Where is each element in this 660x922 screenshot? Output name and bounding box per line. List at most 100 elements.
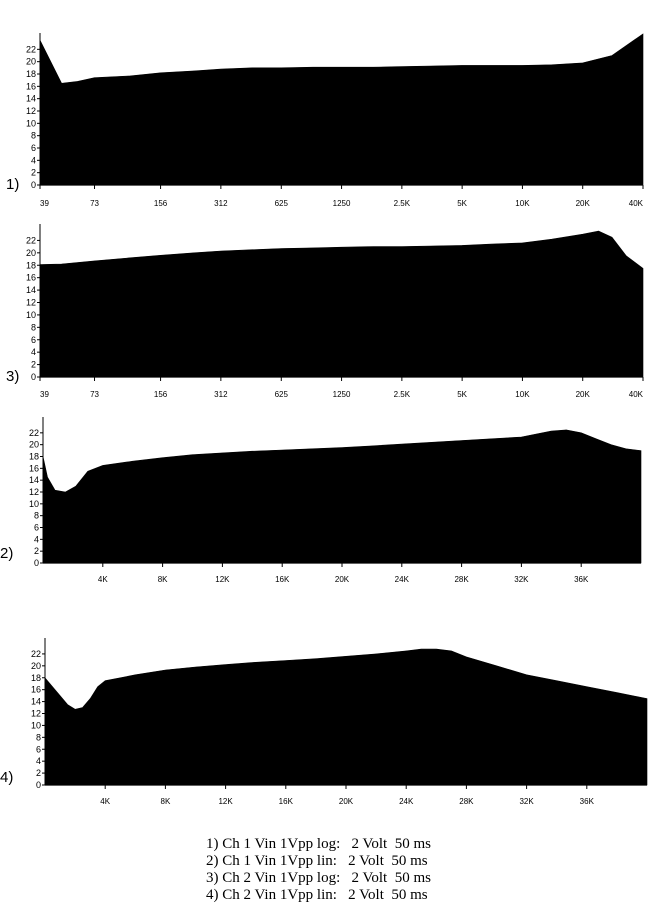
y-tick-label: 20 bbox=[29, 440, 39, 450]
y-tick-label: 16 bbox=[26, 273, 36, 283]
x-tick-label: 625 bbox=[275, 390, 289, 399]
x-tick-label: 312 bbox=[214, 199, 228, 208]
caption-line-4: 4) Ch 2 Vin 1Vpp lin: 2 Volt 50 ms bbox=[206, 887, 428, 903]
x-tick-label: 73 bbox=[90, 390, 99, 399]
plot-number-label: 2) bbox=[0, 545, 13, 562]
y-tick-label: 4 bbox=[36, 756, 41, 766]
x-tick-label: 156 bbox=[154, 390, 168, 399]
y-tick-label: 16 bbox=[31, 685, 41, 695]
y-tick-label: 20 bbox=[26, 57, 36, 67]
x-tick-label: 156 bbox=[154, 199, 168, 208]
y-tick-label: 0 bbox=[34, 558, 39, 568]
response-area bbox=[39, 33, 644, 186]
x-tick-label: 10K bbox=[515, 390, 530, 399]
y-tick-label: 14 bbox=[31, 697, 41, 707]
x-tick-label: 36K bbox=[580, 797, 595, 806]
x-tick-label: 24K bbox=[395, 575, 410, 584]
y-tick-label: 14 bbox=[29, 475, 39, 485]
y-tick-label: 6 bbox=[31, 143, 36, 153]
x-tick-label: 12K bbox=[215, 575, 230, 584]
x-tick-label: 32K bbox=[519, 797, 534, 806]
x-tick-label: 39 bbox=[40, 199, 49, 208]
y-tick-label: 8 bbox=[31, 131, 36, 141]
y-tick-label: 20 bbox=[26, 248, 36, 258]
x-tick-label: 73 bbox=[90, 199, 99, 208]
y-tick-label: 10 bbox=[31, 720, 41, 730]
y-tick-label: 16 bbox=[29, 463, 39, 473]
y-tick-label: 18 bbox=[31, 673, 41, 683]
plot-number-label: 1) bbox=[6, 176, 19, 193]
y-tick-label: 2 bbox=[31, 360, 36, 370]
y-tick-label: 22 bbox=[31, 649, 41, 659]
y-tick-label: 16 bbox=[26, 81, 36, 91]
y-tick-label: 14 bbox=[26, 94, 36, 104]
y-tick-label: 2 bbox=[31, 168, 36, 178]
x-tick-label: 20K bbox=[335, 575, 350, 584]
x-tick-label: 8K bbox=[158, 575, 168, 584]
y-tick-label: 0 bbox=[31, 372, 36, 382]
x-tick-label: 2.5K bbox=[394, 390, 411, 399]
panel-plot-1: 0 2 4 6 8 10 12 14 16 18 20 22 39 73 156 312 625 1250 2.5K… bbox=[6, 33, 644, 208]
y-tick-label: 20 bbox=[31, 661, 41, 671]
y-tick-label: 12 bbox=[26, 298, 36, 308]
y-tick-label: 14 bbox=[26, 285, 36, 295]
y-tick-label: 8 bbox=[31, 322, 36, 332]
y-tick-label: 4 bbox=[34, 534, 39, 544]
x-tick-label: 32K bbox=[514, 575, 529, 584]
caption-legend: 1) Ch 1 Vin 1Vpp log: 2 Volt 50 ms 2) Ch… bbox=[206, 836, 536, 904]
x-tick-label: 1250 bbox=[333, 199, 351, 208]
y-tick-label: 6 bbox=[34, 523, 39, 533]
y-tick-label: 10 bbox=[29, 499, 39, 509]
y-tick-label: 10 bbox=[26, 310, 36, 320]
y-tick-label: 18 bbox=[26, 69, 36, 79]
x-tick-label: 24K bbox=[399, 797, 414, 806]
x-tick-label: 2.5K bbox=[394, 199, 411, 208]
x-tick-label: 5K bbox=[457, 390, 467, 399]
y-tick-label: 2 bbox=[34, 546, 39, 556]
x-tick-label: 4K bbox=[98, 575, 108, 584]
x-tick-label: 16K bbox=[275, 575, 290, 584]
caption-line-3: 3) Ch 2 Vin 1Vpp log: 2 Volt 50 ms bbox=[206, 870, 431, 886]
y-tick-label: 2 bbox=[36, 768, 41, 778]
x-tick-label: 20K bbox=[576, 199, 591, 208]
response-area bbox=[39, 230, 644, 378]
plot-number-label: 3) bbox=[6, 368, 19, 385]
x-tick-label: 5K bbox=[457, 199, 467, 208]
plot-number-label: 4) bbox=[0, 769, 13, 786]
y-tick-label: 18 bbox=[29, 452, 39, 462]
y-tick-label: 4 bbox=[31, 155, 36, 165]
caption-line-1: 1) Ch 1 Vin 1Vpp log: 2 Volt 50 ms bbox=[206, 836, 431, 852]
x-tick-label: 8K bbox=[161, 797, 171, 806]
y-tick-label: 12 bbox=[31, 709, 41, 719]
y-tick-label: 4 bbox=[31, 347, 36, 357]
x-tick-label: 39 bbox=[40, 390, 49, 399]
y-tick-label: 22 bbox=[26, 235, 36, 245]
x-tick-label: 40K bbox=[629, 199, 644, 208]
x-tick-label: 10K bbox=[515, 199, 530, 208]
y-tick-label: 10 bbox=[26, 118, 36, 128]
x-tick-label: 16K bbox=[279, 797, 294, 806]
x-tick-label: 28K bbox=[454, 575, 469, 584]
x-tick-label: 12K bbox=[218, 797, 233, 806]
x-tick-label: 1250 bbox=[333, 390, 351, 399]
y-tick-label: 8 bbox=[36, 732, 41, 742]
y-tick-label: 6 bbox=[31, 335, 36, 345]
x-tick-label: 20K bbox=[576, 390, 591, 399]
response-area bbox=[42, 429, 642, 564]
x-tick-label: 36K bbox=[574, 575, 589, 584]
y-tick-label: 6 bbox=[36, 744, 41, 754]
y-tick-label: 12 bbox=[29, 487, 39, 497]
caption-line-2: 2) Ch 1 Vin 1Vpp lin: 2 Volt 50 ms bbox=[206, 853, 428, 869]
y-tick-label: 8 bbox=[34, 511, 39, 521]
y-tick-label: 22 bbox=[26, 44, 36, 54]
x-tick-label: 28K bbox=[459, 797, 474, 806]
y-tick-label: 22 bbox=[29, 428, 39, 438]
panel-plot-3: 0 2 4 6 8 10 12 14 16 18 20 22 39 73 156 312 625 1250 2.5K… bbox=[6, 224, 644, 399]
x-tick-label: 20K bbox=[339, 797, 354, 806]
y-tick-label: 12 bbox=[26, 106, 36, 116]
response-area bbox=[44, 648, 648, 786]
x-tick-label: 40K bbox=[629, 390, 644, 399]
